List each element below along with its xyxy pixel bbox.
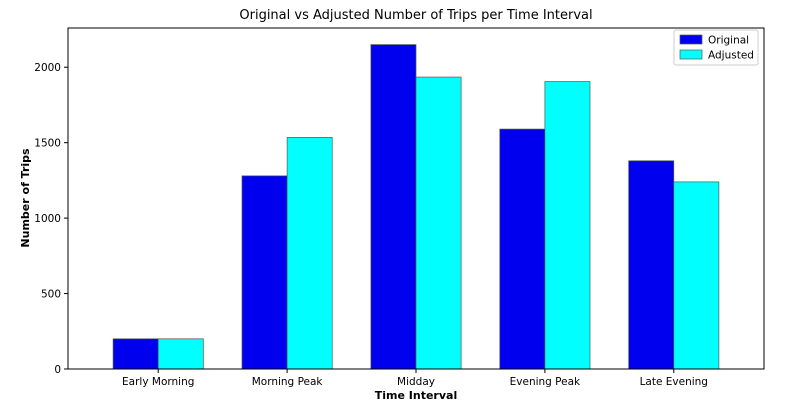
y-axis-label: Number of Trips [19, 148, 32, 248]
y-tick-label: 500 [41, 289, 61, 301]
bar-adjusted-late-evening [673, 181, 720, 370]
bar-original-late-evening [628, 160, 675, 370]
y-tick-label: 1500 [34, 138, 61, 150]
bar-original-midday [370, 44, 417, 370]
legend-swatch-adjusted [679, 49, 703, 60]
plot-area [112, 44, 720, 370]
x-tick-label: Early Morning [122, 376, 194, 388]
y-tick-label: 1000 [34, 213, 61, 225]
x-tick-label: Morning Peak [252, 376, 324, 388]
bar-original-evening-peak [499, 128, 546, 370]
x-tick-label: Evening Peak [510, 376, 581, 388]
x-axis-label: Time Interval [375, 389, 457, 402]
bar-adjusted-midday [415, 76, 462, 370]
y-tick-label: 0 [54, 364, 61, 376]
legend-label-adjusted: Adjusted [708, 50, 754, 62]
y-tick-label: 2000 [34, 62, 61, 74]
bar-adjusted-early-morning [157, 338, 204, 370]
x-tick-label: Midday [397, 376, 435, 388]
bar-adjusted-evening-peak [544, 81, 591, 370]
bar-original-morning-peak [241, 175, 288, 370]
legend: Original Adjusted [673, 29, 759, 66]
bar-original-early-morning [112, 338, 159, 370]
x-axis: Early Morning Morning Peak Midday Evening P… [122, 369, 708, 388]
legend-swatch-original [679, 34, 703, 45]
legend-label-original: Original [708, 35, 749, 47]
x-tick-label: Late Evening [640, 376, 708, 388]
chart-title: Original vs Adjusted Number of Trips per… [239, 8, 592, 23]
bar-adjusted-morning-peak [286, 137, 333, 370]
y-axis: 0 500 1000 1500 2000 [34, 62, 68, 376]
